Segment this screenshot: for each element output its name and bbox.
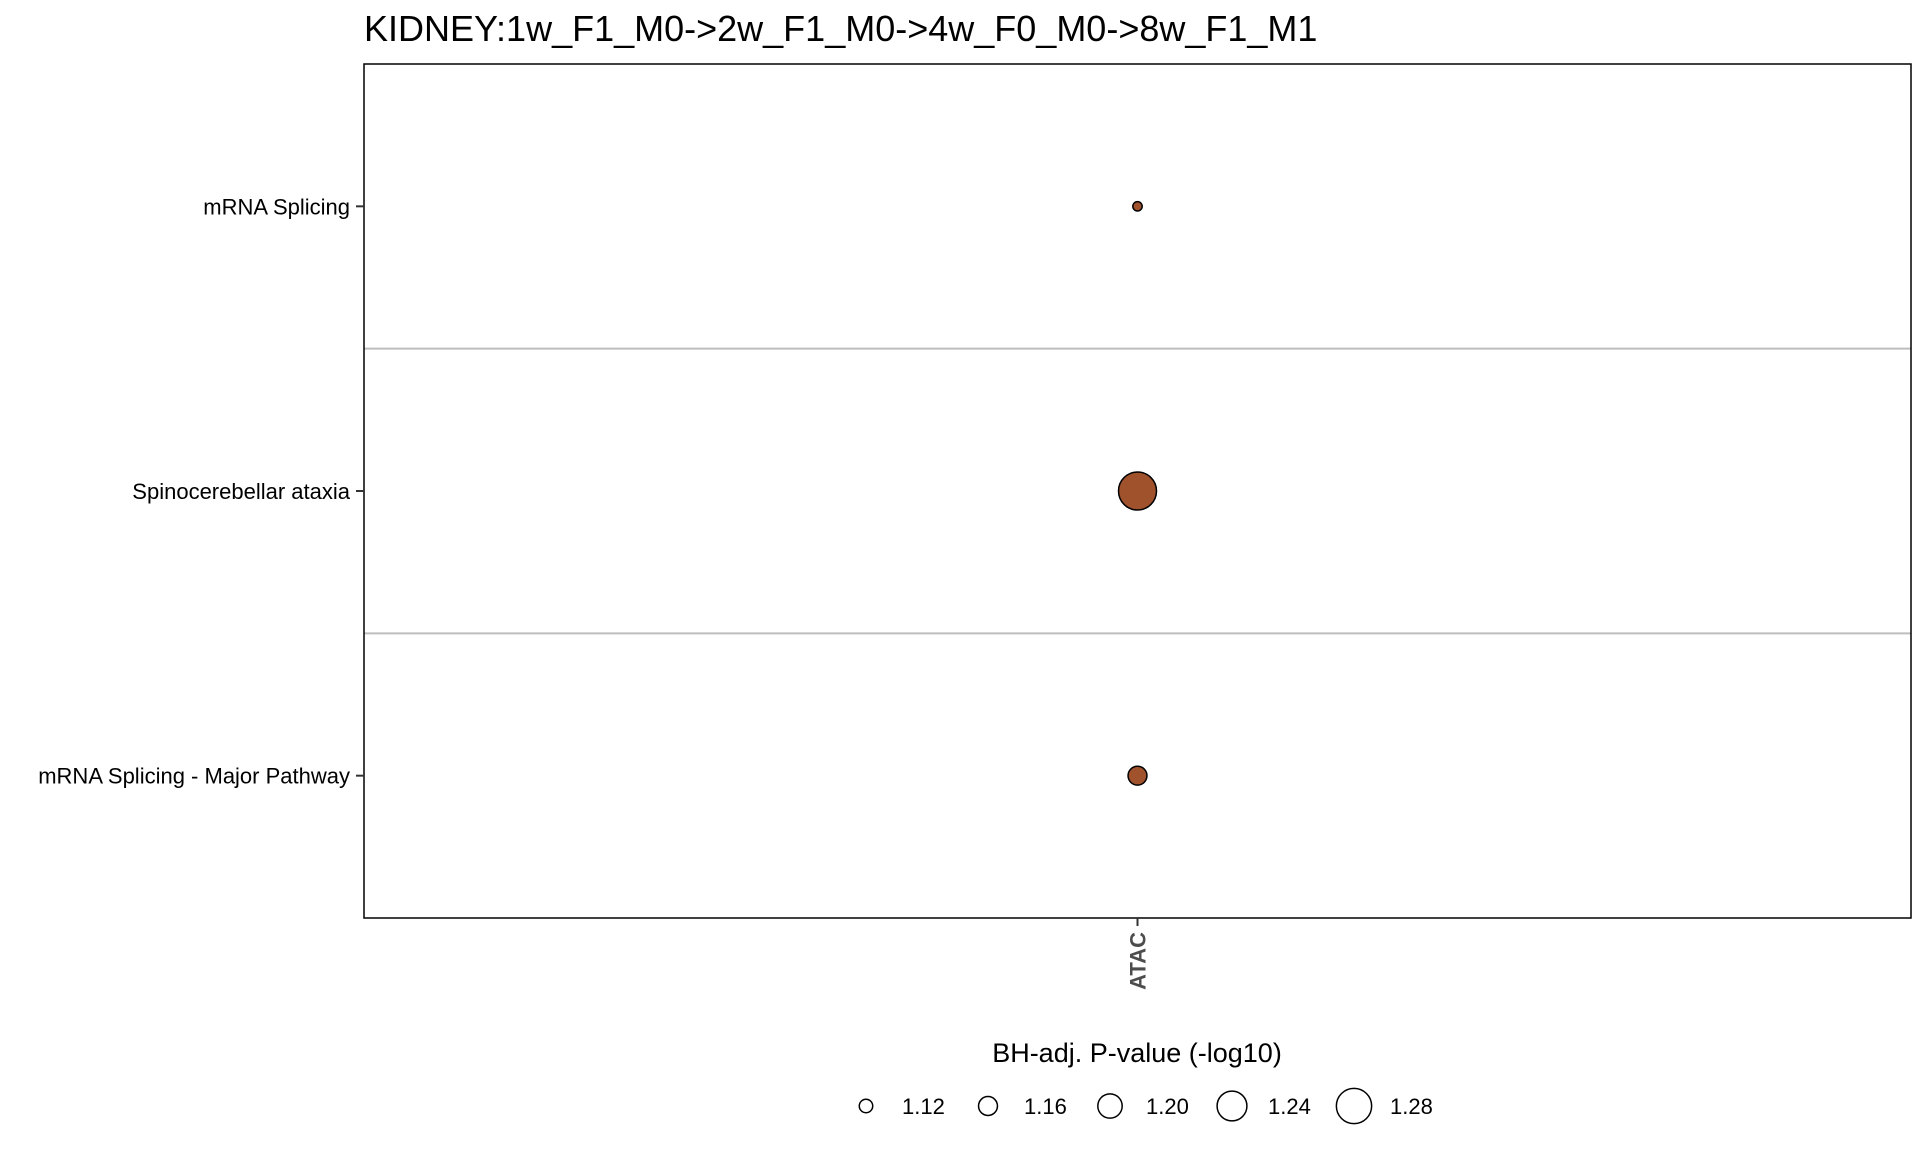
data-point (1117, 471, 1158, 511)
legend-label: 1.12 (902, 1094, 945, 1119)
y-tick-label: Spinocerebellar ataxia (132, 479, 350, 504)
panel-grid (364, 347, 1911, 635)
chart-title: KIDNEY:1w_F1_M0->2w_F1_M0->4w_F0_M0->8w_… (364, 8, 1317, 49)
y-tick-label: mRNA Splicing (203, 194, 350, 219)
legend-key (977, 1095, 999, 1117)
size-legend: 1.12 1.16 1.20 1.24 1.28 (858, 1087, 1433, 1125)
data-point (1127, 765, 1148, 786)
legend-label: 1.20 (1146, 1094, 1189, 1119)
x-axis: ATAC (1126, 918, 1151, 990)
legend-key (1335, 1087, 1373, 1125)
legend-label: 1.28 (1390, 1094, 1433, 1119)
legend-key (858, 1098, 874, 1114)
legend-title: BH-adj. P-value (-log10) (992, 1038, 1282, 1068)
y-axis: mRNA Splicing Spinocerebellar ataxia mRNA … (38, 194, 364, 789)
legend-label: 1.16 (1024, 1094, 1067, 1119)
data-points (1117, 200, 1158, 786)
legend-key (1097, 1093, 1123, 1119)
data-point (1132, 200, 1143, 212)
y-tick-label: mRNA Splicing - Major Pathway (38, 764, 350, 789)
legend-label: 1.24 (1268, 1094, 1311, 1119)
legend-key (1216, 1090, 1248, 1122)
x-tick-label: ATAC (1126, 932, 1151, 990)
